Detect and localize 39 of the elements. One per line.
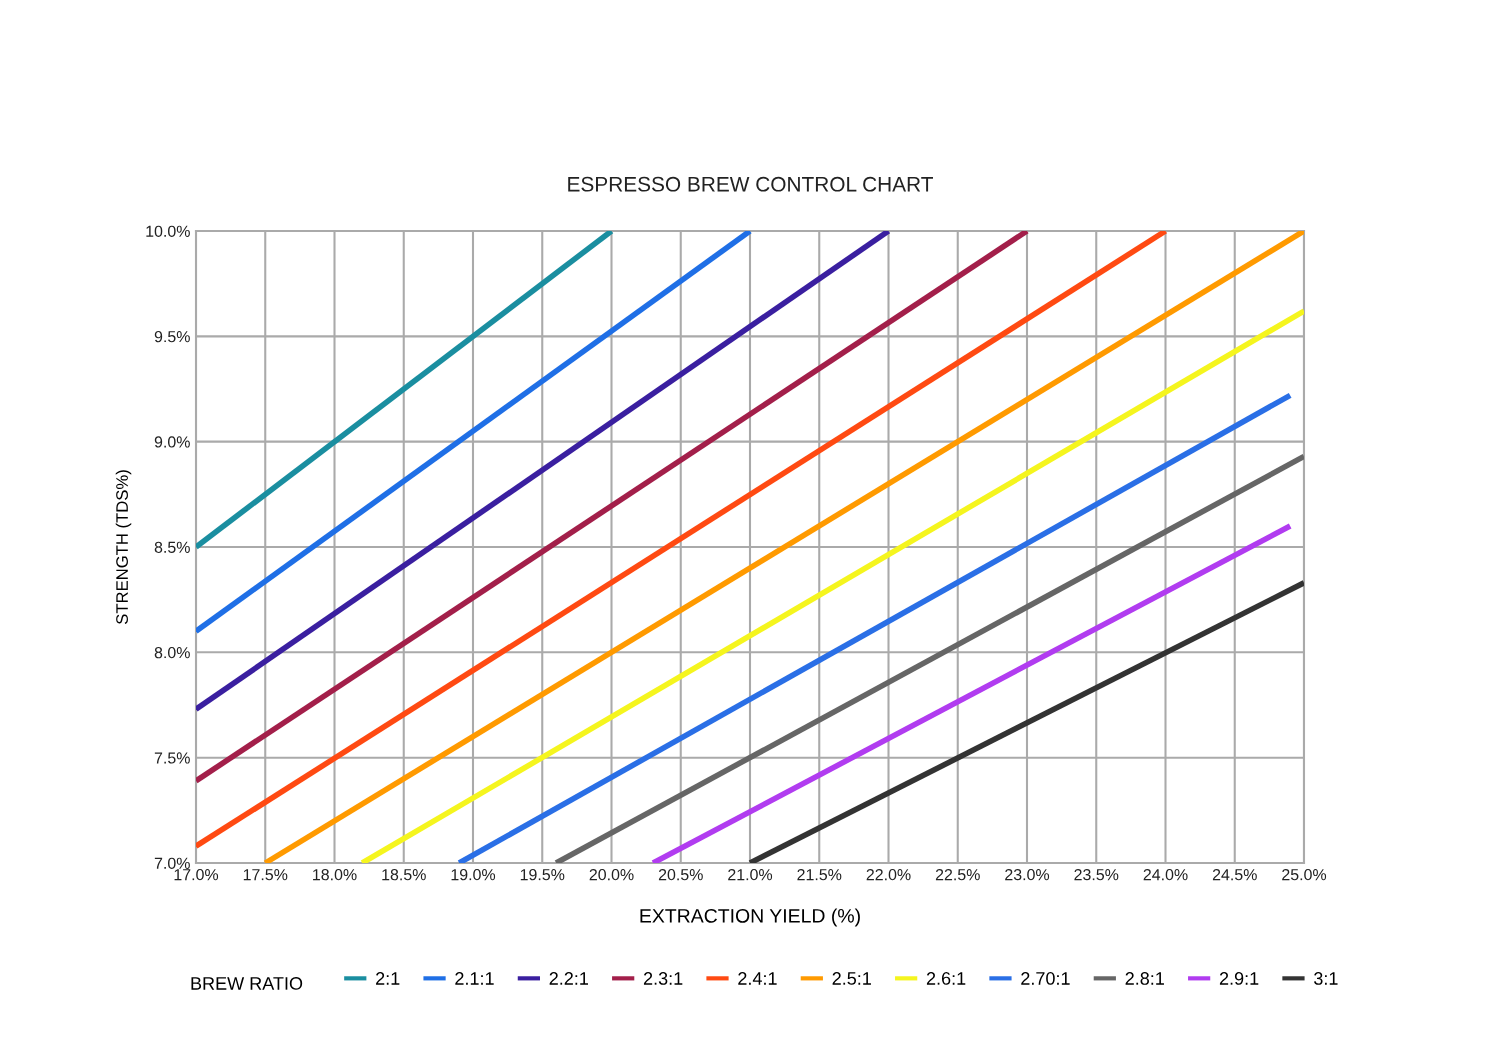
legend-label: 2.4:1 [738,972,777,985]
x-tick-label: 19.0% [451,868,496,881]
x-tick-label: 22.5% [935,868,980,881]
legend-title: BREW RATIO [191,977,303,990]
x-tick-label: 23.5% [1074,868,1119,881]
x-tick-label: 24.0% [1143,868,1188,881]
x-tick-label: 18.5% [382,868,426,881]
y-axis-title: STRENGTH (TDS%) [115,470,132,625]
legend-label: 2.2:1 [549,972,588,985]
x-tick-label: 19.5% [520,868,565,881]
legend-label: 2.70:1 [1021,972,1070,985]
legend-label: 2.6:1 [926,972,966,985]
y-tick-label: 9.5% [154,330,190,343]
x-tick-label: 18.0% [313,868,357,881]
y-tick-label: 8.5% [154,541,190,553]
chart-title: ESPRESSO BREW CONTROL CHART [568,176,933,192]
y-tick-label: 7.0% [154,857,190,869]
x-tick-label: 21.5% [797,868,842,881]
x-tick-label: 20.5% [658,868,703,881]
y-tick-label: 9.0% [154,436,190,448]
x-axis-title: EXTRACTION YIELD (%) [640,908,860,927]
y-tick-label: 8.0% [154,646,190,659]
x-tick-label: 25.0% [1282,868,1327,881]
y-tick-label: 10.0% [146,225,190,237]
y-tick-label: 7.5% [154,752,190,764]
legend-label: 2.1:1 [455,972,494,985]
x-tick-label: 24.5% [1212,868,1257,881]
x-tick-label: 20.0% [589,868,634,881]
legend-label: 2.3:1 [643,972,683,985]
legend-label: 3:1 [1314,972,1338,985]
x-tick-label: 22.0% [866,868,911,881]
x-tick-label: 23.0% [1005,868,1050,881]
legend-label: 2.5:1 [832,972,871,985]
x-tick-label: 17.5% [243,869,288,881]
legend-label: 2:1 [376,972,400,985]
x-tick-label: 21.0% [728,868,773,881]
legend-label: 2.9:1 [1219,972,1259,985]
legend-label: 2.8:1 [1125,972,1164,985]
x-tick-label: 17.0% [174,868,219,881]
